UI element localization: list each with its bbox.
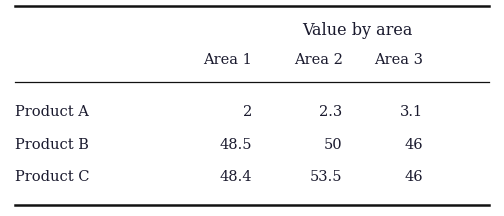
Text: Area 1: Area 1: [203, 54, 252, 67]
Text: 50: 50: [324, 138, 343, 152]
Text: 46: 46: [405, 138, 423, 152]
Text: 2.3: 2.3: [320, 105, 343, 119]
Text: Product B: Product B: [15, 138, 89, 152]
Text: Value by area: Value by area: [303, 22, 413, 39]
Text: 3.1: 3.1: [400, 105, 423, 119]
Text: Product A: Product A: [15, 105, 89, 119]
Text: Area 2: Area 2: [294, 54, 343, 67]
Text: Area 3: Area 3: [374, 54, 423, 67]
Text: 53.5: 53.5: [310, 170, 343, 184]
Text: 46: 46: [405, 170, 423, 184]
Text: 2: 2: [243, 105, 252, 119]
Text: Product C: Product C: [15, 170, 90, 184]
Text: 48.4: 48.4: [220, 170, 252, 184]
Text: 48.5: 48.5: [220, 138, 252, 152]
